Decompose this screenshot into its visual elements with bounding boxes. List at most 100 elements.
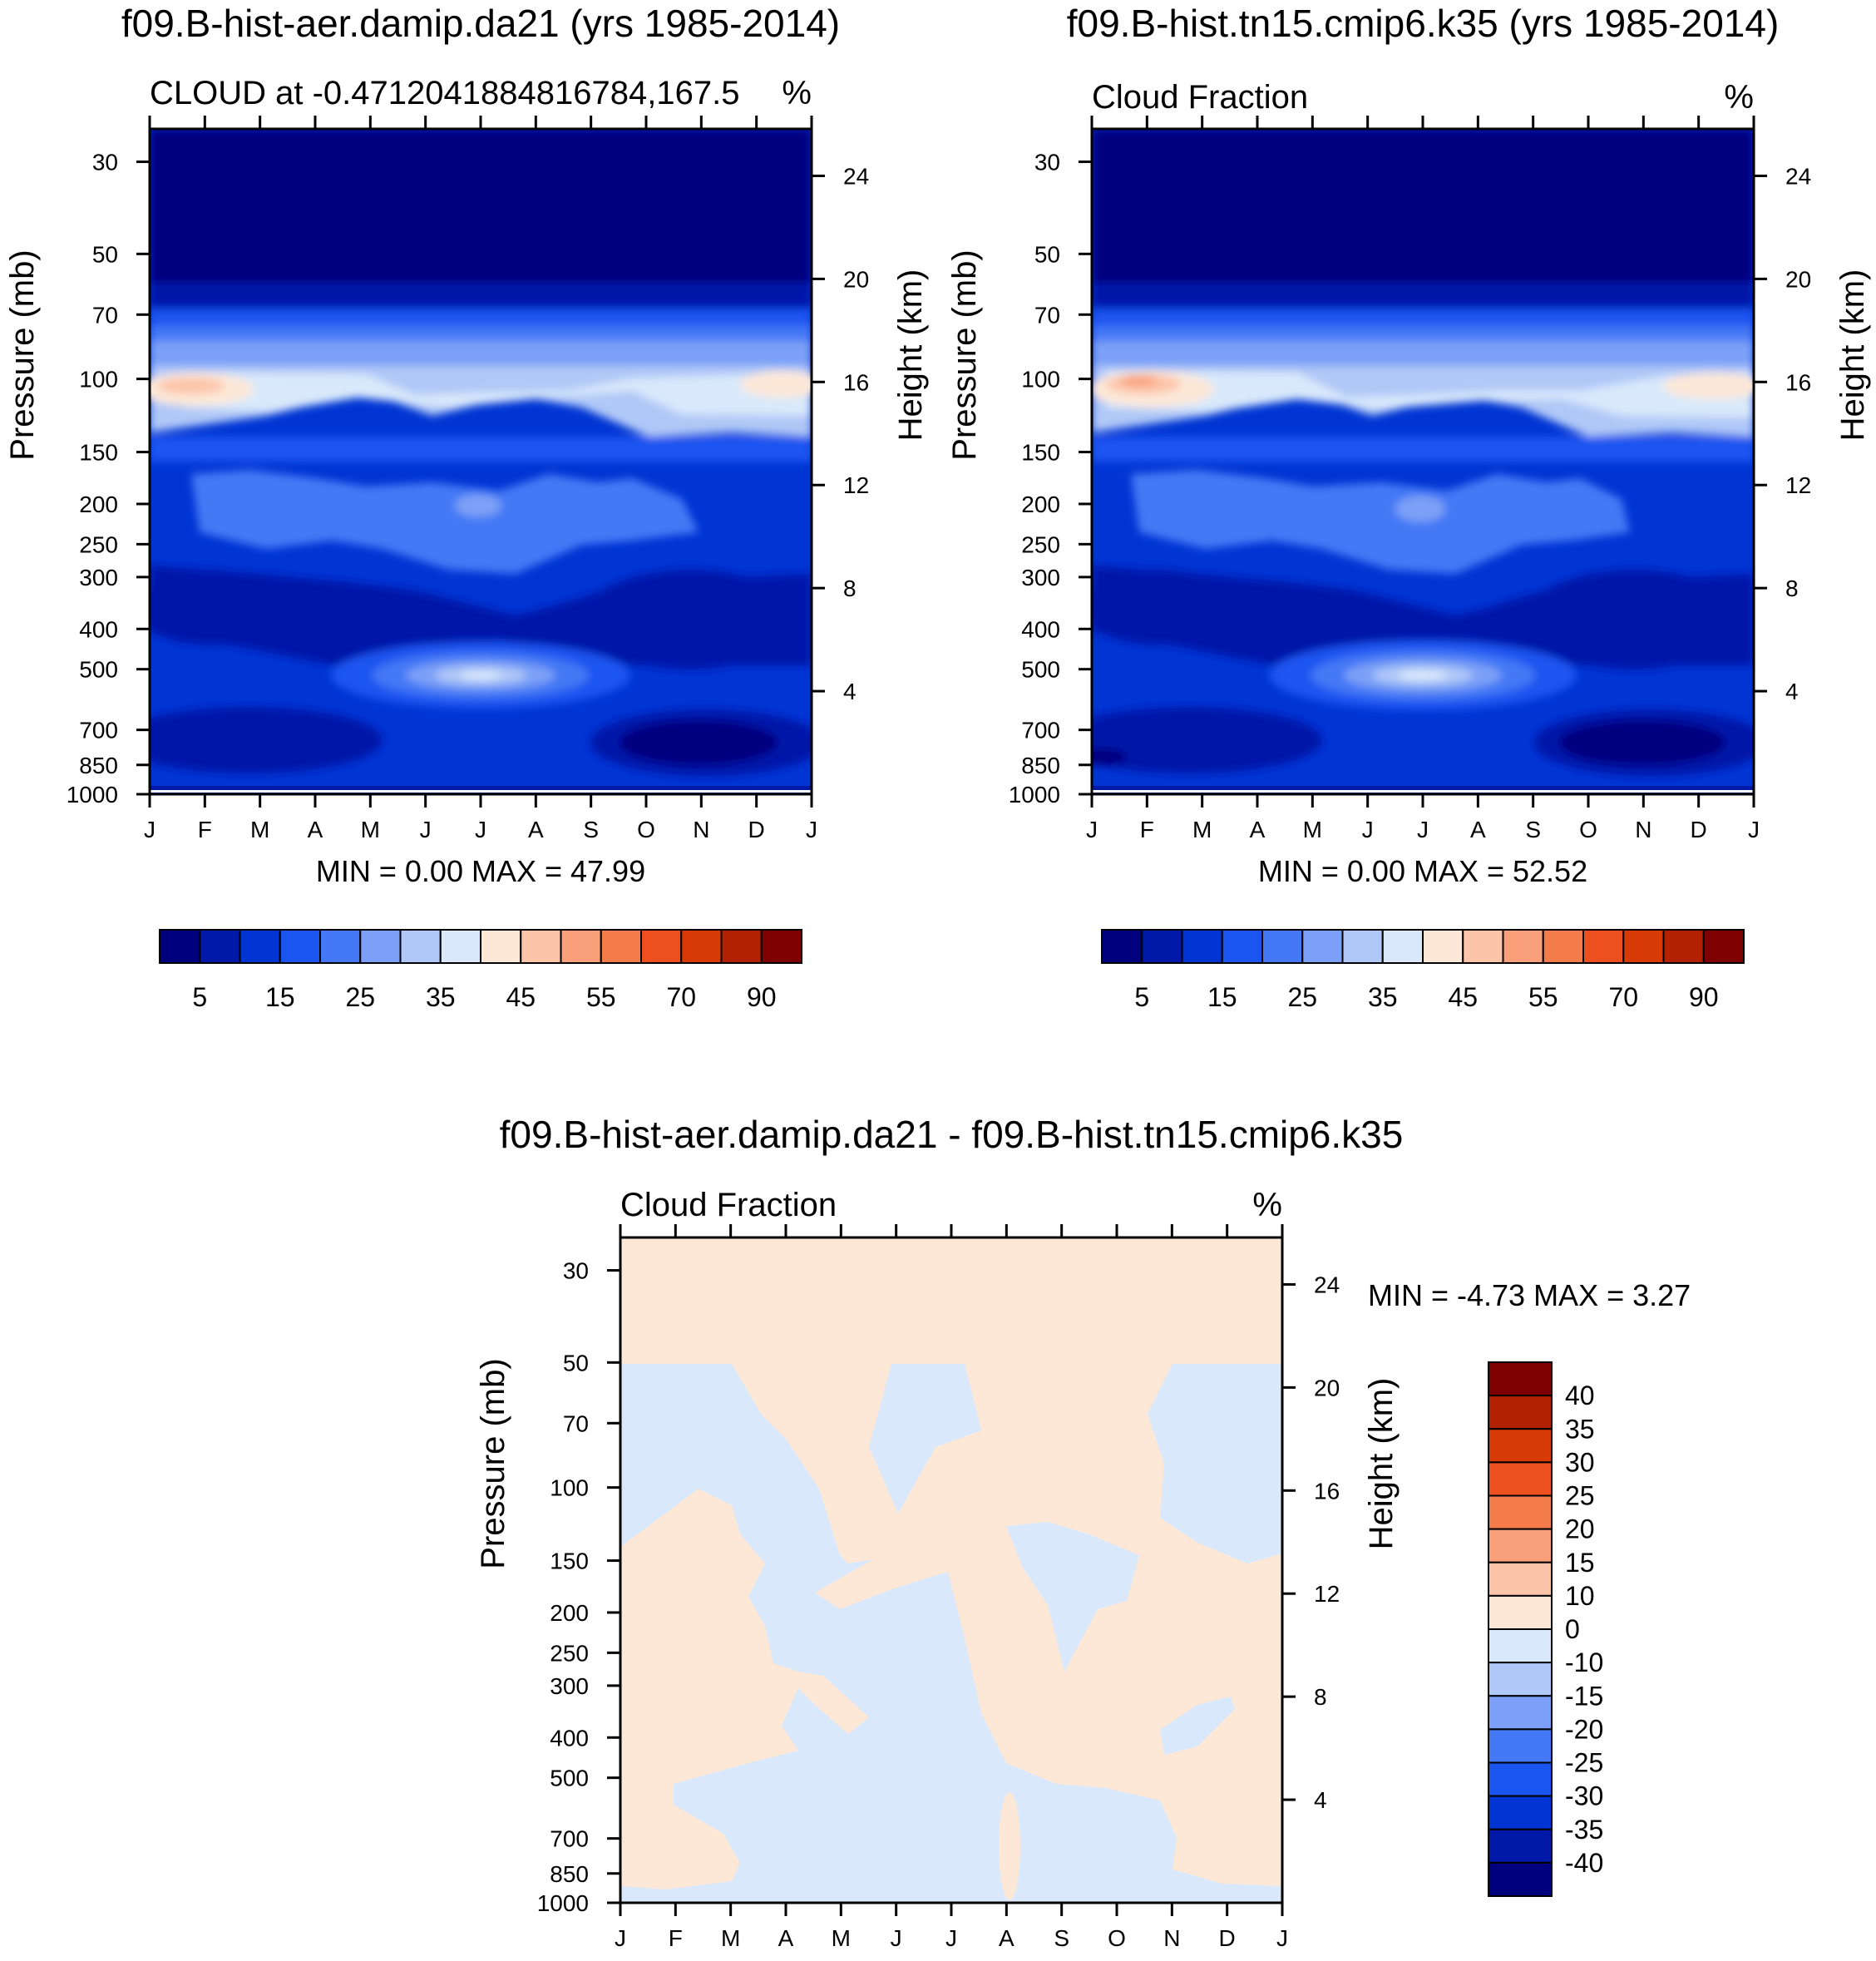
x-tick-label: A (1470, 817, 1486, 842)
colorbar-label: 15 (1207, 982, 1237, 1012)
x-tick-label: D (748, 817, 765, 842)
colorbar-label: -30 (1565, 1781, 1603, 1811)
colorbar-label: 5 (1134, 982, 1149, 1012)
panel-1-subtitle-right: % (782, 75, 812, 111)
x-tick-label: J (420, 817, 432, 842)
x-tick-label: M (721, 1925, 740, 1951)
x-tick-label: J (945, 1925, 957, 1951)
y-tick-label: 150 (79, 440, 118, 466)
colorbar-label: -15 (1565, 1681, 1603, 1711)
colorbar-swatch (1181, 929, 1223, 964)
x-tick-label: O (637, 817, 655, 842)
panel-1: f09.B-hist-aer.damip.da21 (yrs 1985-2014… (4, 2, 929, 1012)
y-axis-title: Pressure (mb) (475, 1358, 511, 1568)
panel-1-axes: J F M A M J J A S O N D J 30 50 70 100 150 200 250 300 400 500… (4, 116, 929, 842)
colorbar-swatch (1662, 929, 1705, 964)
panel-2-contour-fill (1092, 129, 1754, 794)
colorbar-label: 70 (1608, 982, 1638, 1012)
y-tick-label: 400 (79, 616, 118, 642)
colorbar-swatch (1582, 929, 1625, 964)
x-tick-label: A (999, 1925, 1015, 1951)
panel-1-colorbar: 5 15 25 35 45 55 70 90 (159, 929, 802, 1012)
x-tick-label: A (1250, 817, 1266, 842)
y-tick-label: 500 (550, 1766, 589, 1791)
colorbar-swatch (1488, 1795, 1553, 1830)
colorbar-swatch (1462, 929, 1504, 964)
y-tick-label: 150 (550, 1549, 589, 1574)
x-tick-label: J (891, 1925, 902, 1951)
y-tick-label: 100 (1021, 367, 1060, 393)
panel-2-subtitle-left: Cloud Fraction (1092, 79, 1308, 116)
y-tick-label: 70 (92, 302, 118, 328)
colorbar-label: 0 (1565, 1614, 1580, 1644)
panel-2-axes: J F M A M J J A S O N D J 30 50 70 100 150 200 250 300 400 500… (946, 116, 1871, 842)
panel-2-minmax: MIN = 0.00 MAX = 52.52 (1258, 854, 1587, 888)
colorbar-swatch (1301, 929, 1344, 964)
y-tick-label: 700 (79, 718, 118, 743)
y-tick-label: 1000 (537, 1890, 589, 1916)
y2-tick-label: 16 (1785, 369, 1811, 395)
colorbar-label: 35 (1368, 982, 1398, 1012)
y2-axis-title: Height (km) (892, 269, 929, 442)
colorbar-swatch (640, 929, 683, 964)
x-tick-label: N (693, 817, 709, 842)
colorbar-swatch (359, 929, 402, 964)
colorbar-swatch (1488, 1662, 1553, 1697)
y-tick-label: 70 (563, 1410, 589, 1436)
colorbar-label: 70 (666, 982, 696, 1012)
y2-tick-label: 24 (1314, 1272, 1340, 1297)
colorbar-swatch (1488, 1428, 1553, 1464)
colorbar-label: 15 (1565, 1548, 1595, 1578)
colorbar-label: -40 (1565, 1848, 1603, 1878)
y-tick-label: 700 (550, 1826, 589, 1852)
panel-3-contour-fill (620, 1237, 1282, 1903)
y-tick-label: 30 (563, 1258, 589, 1284)
colorbar-swatch (600, 929, 642, 964)
y2-tick-label: 8 (1785, 575, 1799, 601)
colorbar-swatch (239, 929, 281, 964)
y2-tick-label: 12 (1314, 1581, 1340, 1607)
y2-axis-title: Height (km) (1363, 1378, 1400, 1550)
y-tick-label: 150 (1021, 440, 1060, 466)
colorbar-label: 45 (1448, 982, 1478, 1012)
y-tick-label: 200 (79, 491, 118, 517)
y-tick-label: 300 (1021, 565, 1060, 590)
colorbar-label: -20 (1565, 1714, 1603, 1744)
x-tick-label: O (1108, 1925, 1126, 1951)
colorbar-swatch (399, 929, 442, 964)
x-tick-label: D (1219, 1925, 1236, 1951)
y-tick-label: 250 (1021, 531, 1060, 557)
y-tick-label: 30 (1034, 150, 1060, 175)
panel-1-contour-fill (150, 129, 812, 794)
x-tick-label: A (778, 1925, 794, 1951)
x-tick-label: F (198, 817, 212, 842)
panel-3-minmax: MIN = -4.73 MAX = 3.27 (1368, 1278, 1691, 1312)
y-tick-label: 100 (79, 367, 118, 393)
colorbar-swatch (159, 929, 201, 964)
panel-1-subtitle-left: CLOUD at -0.4712041884816784,167.5 (150, 75, 739, 111)
colorbar-label: 5 (192, 982, 207, 1012)
colorbar-swatch (1702, 929, 1745, 964)
y-tick-label: 850 (1021, 753, 1060, 778)
y-tick-label: 850 (79, 753, 118, 778)
colorbar-label: -35 (1565, 1815, 1603, 1845)
colorbar-swatch (1622, 929, 1665, 964)
x-tick-label: J (1276, 1925, 1288, 1951)
x-tick-label: N (1635, 817, 1651, 842)
y2-tick-label: 16 (1314, 1478, 1340, 1504)
colorbar-label: 20 (1565, 1514, 1595, 1544)
y-tick-label: 100 (550, 1475, 589, 1501)
y2-tick-label: 8 (843, 575, 857, 601)
colorbar-label: 90 (747, 982, 777, 1012)
y-tick-label: 50 (563, 1350, 589, 1376)
x-tick-label: N (1163, 1925, 1180, 1951)
colorbar-swatch (279, 929, 321, 964)
colorbar-label: 90 (1689, 982, 1719, 1012)
y2-tick-label: 20 (1785, 266, 1811, 292)
panel-2-colorbar: 5 15 25 35 45 55 70 90 (1101, 929, 1745, 1012)
y-axis-title: Pressure (mb) (4, 249, 41, 460)
y-tick-label: 30 (92, 150, 118, 175)
y2-tick-label: 12 (843, 472, 869, 498)
y2-tick-label: 4 (1314, 1787, 1327, 1813)
